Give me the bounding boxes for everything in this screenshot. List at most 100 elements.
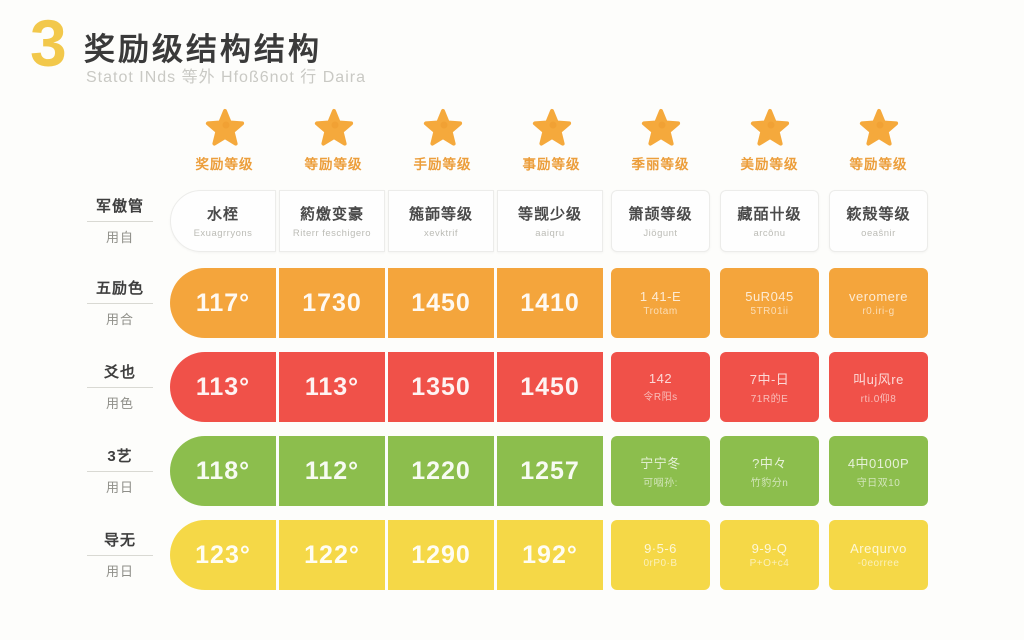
orange-row-cell-5: 1 41-E Trotam <box>611 268 710 338</box>
star-icon <box>314 109 353 146</box>
column-header-3: 手励等级 <box>388 108 497 180</box>
cell-line1: 9-9-Q <box>751 541 788 556</box>
green-row-cell-5: 宁宁冬 可咽孙: <box>611 436 710 506</box>
green-row-cell-1: 118° <box>170 436 276 506</box>
green-row-cell-2: 112° <box>279 436 385 506</box>
star-icon <box>423 109 462 146</box>
orange-row-cell-7: veromere r0.iri-g <box>829 268 928 338</box>
cell-value: 113° <box>304 372 360 401</box>
row-label-divider <box>87 303 153 304</box>
cell-value: 1410 <box>520 288 580 317</box>
cell-value: 1450 <box>520 372 580 401</box>
red-row-cell-4: 1450 <box>497 352 603 422</box>
row-label-top: 3艺 <box>107 448 133 465</box>
page-subtitle: Statot INds 等外 Hfoß6not 行 Daira <box>86 69 366 86</box>
red-row-cell-7: 叫uj风re rti.0仰8 <box>829 352 928 422</box>
row-label-bottom: 用合 <box>105 312 134 327</box>
cell-line2: 可咽孙: <box>643 478 678 489</box>
column-label: 事励等级 <box>522 157 581 172</box>
yellow-row-cell-7: Arequrvo -0eorree <box>829 520 928 590</box>
cell-line1: Arequrvo <box>850 541 907 556</box>
cell-line2: rti.0仰8 <box>860 394 897 405</box>
cell-value: 112° <box>304 456 360 485</box>
cell-line2: 0rP0·B <box>643 558 678 569</box>
cell-line2: -0eorree <box>857 558 900 569</box>
row-label-bottom: 用日 <box>105 564 134 579</box>
header-cell-title: 水桎 <box>206 206 239 223</box>
red-row-cell-1: 113° <box>170 352 276 422</box>
header-row-cell-3: 箷韴等级 xevktrif <box>388 190 494 252</box>
header-cell-subtext: Jiögunt <box>643 228 678 239</box>
yellow-row-cell-4: 192° <box>497 520 603 590</box>
header-cell-subtext: aaiqru <box>535 228 565 239</box>
column-header-2: 等励等级 <box>279 108 388 180</box>
cell-value: 1450 <box>411 288 471 317</box>
row-label-divider <box>87 471 153 472</box>
orange-row-cell-2: 1730 <box>279 268 385 338</box>
row-label-bottom: 用色 <box>105 396 134 411</box>
star-icon <box>532 109 571 146</box>
cell-line1: ?中々 <box>752 456 787 471</box>
header-cell-subtext: Riterr feschigero <box>292 228 372 239</box>
header-cell-title: 篍殻等级 <box>846 206 911 223</box>
header-cell-title: 箫颉等级 <box>628 206 693 223</box>
header-row-cell-5: 箫颉等级 Jiögunt <box>611 190 710 252</box>
header-cell-subtext: Exuagrryons <box>193 228 253 239</box>
row-label-divider <box>87 221 153 222</box>
cell-line1: 7中-日 <box>749 372 790 387</box>
cell-line2: 竹豹分n <box>750 478 789 489</box>
row-label-top: 爻也 <box>103 364 136 381</box>
cell-value: 118° <box>195 456 251 485</box>
section-number: 3 <box>30 6 67 80</box>
header-cell-title: 等觊少级 <box>517 206 582 223</box>
cell-line2: 令R阳s <box>643 392 678 403</box>
column-header-7: 等励等级 <box>824 108 933 180</box>
cell-value: 122° <box>304 540 360 569</box>
red-row-cell-2: 113° <box>279 352 385 422</box>
orange-row-label: 五励色 用合 <box>85 277 155 328</box>
cell-value: 123° <box>195 540 251 569</box>
header-row-cell-7: 篍殻等级 oeaŝnir <box>829 190 928 252</box>
column-header-1: 奖励等级 <box>170 108 279 180</box>
star-icon <box>750 109 789 146</box>
cell-line1: 142 <box>648 371 673 386</box>
cell-line1: 1 41-E <box>639 289 682 304</box>
column-label: 等励等级 <box>304 157 363 172</box>
cell-value: 1257 <box>520 456 580 485</box>
header-cell-subtext: xevktrif <box>423 228 459 239</box>
green-row-cell-3: 1220 <box>388 436 494 506</box>
page-title: 奖励级结构结构 <box>84 32 322 67</box>
cell-line1: 4中0100P <box>847 456 910 471</box>
row-label-top: 五励色 <box>95 280 144 297</box>
cell-value: 1220 <box>411 456 471 485</box>
cell-value: 113° <box>195 372 251 401</box>
red-row-cell-3: 1350 <box>388 352 494 422</box>
column-header-6: 美励等级 <box>715 108 824 180</box>
cell-line2: 71R的E <box>750 394 789 405</box>
cell-line2: r0.iri-g <box>862 306 895 317</box>
row-label-top: 军傲管 <box>95 198 144 215</box>
row-label-top: 导无 <box>103 532 136 549</box>
row-label-bottom: 用日 <box>105 480 134 495</box>
red-row-label: 爻也 用色 <box>85 361 155 412</box>
yellow-row-cell-3: 1290 <box>388 520 494 590</box>
cell-line1: 5uR045 <box>745 289 794 304</box>
cell-line2: 守日双10 <box>856 478 901 489</box>
cell-line2: Trotam <box>643 306 678 317</box>
row-label-divider <box>87 387 153 388</box>
cell-line1: 9·5-6 <box>644 541 677 556</box>
cell-value: 192° <box>522 540 578 569</box>
yellow-row-cell-2: 122° <box>279 520 385 590</box>
red-row-cell-5: 142 令R阳s <box>611 352 710 422</box>
green-row-cell-7: 4中0100P 守日双10 <box>829 436 928 506</box>
column-header-5: 季丽等级 <box>606 108 715 180</box>
cell-line2: 5TR01ii <box>750 306 789 317</box>
orange-row-cell-3: 1450 <box>388 268 494 338</box>
header-cell-title: 藏皕卄级 <box>737 206 802 223</box>
yellow-row-cell-6: 9-9-Q P+O+c4 <box>720 520 819 590</box>
column-label: 等励等级 <box>849 157 908 172</box>
star-icon <box>641 109 680 146</box>
header-cell-title: 箷韴等级 <box>408 206 473 223</box>
cell-line2: P+O+c4 <box>749 558 790 569</box>
